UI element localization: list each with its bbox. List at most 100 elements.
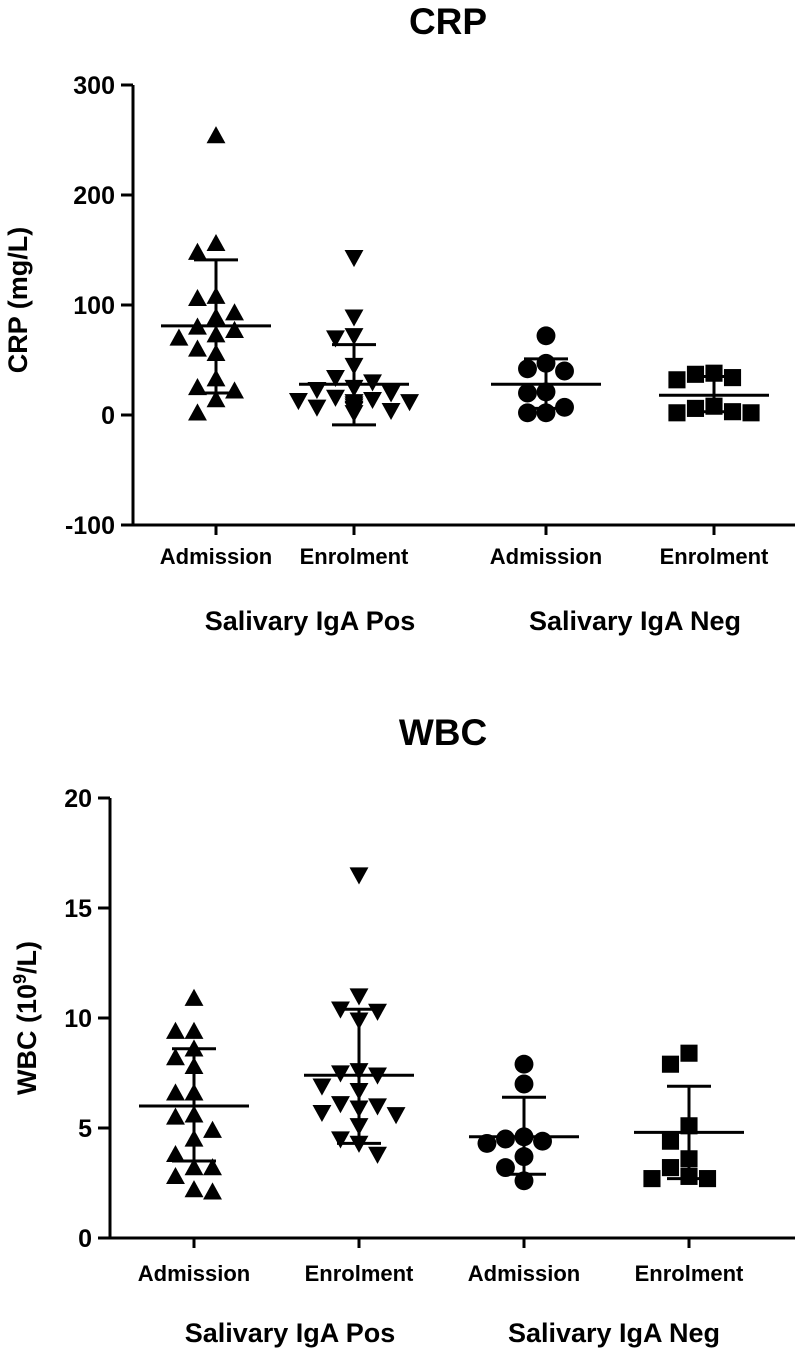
wbc-y-tick-label: 0 bbox=[78, 1225, 92, 1253]
crp-data-point bbox=[518, 383, 537, 403]
crp-data-point bbox=[169, 328, 189, 346]
wbc-x-category-label: Enrolment bbox=[305, 1261, 414, 1286]
crp-data-point bbox=[555, 361, 574, 381]
wbc-y-tick-label: 10 bbox=[64, 1005, 92, 1033]
crp-data-point bbox=[188, 378, 207, 396]
wbc-data-point bbox=[514, 1074, 534, 1094]
wbc-data-point bbox=[368, 1146, 387, 1164]
wbc-x-category-label: Enrolment bbox=[635, 1261, 744, 1286]
wbc-data-point bbox=[166, 1107, 185, 1125]
crp-y-tick-label: -100 bbox=[65, 512, 115, 540]
crp-data-point bbox=[188, 242, 207, 260]
wbc-data-point bbox=[514, 1171, 534, 1191]
wbc-data-point bbox=[312, 1078, 332, 1096]
crp-data-point bbox=[326, 330, 345, 348]
wbc-data-point bbox=[331, 1131, 350, 1149]
crp-y-tick-label: 0 bbox=[101, 402, 115, 430]
wbc-data-point bbox=[661, 1132, 680, 1150]
crp-data-point bbox=[518, 359, 537, 379]
crp-data-point bbox=[307, 382, 327, 400]
wbc-data-point bbox=[661, 1055, 680, 1073]
wbc-data-point bbox=[661, 1159, 680, 1177]
wbc-data-point bbox=[203, 1158, 222, 1176]
wbc-y-axis-label-unit: /L) bbox=[12, 941, 42, 974]
wbc-data-point bbox=[166, 1166, 185, 1185]
wbc-group-label-neg: Salivary IgA Neg bbox=[508, 1318, 720, 1348]
crp-series-4 bbox=[659, 364, 769, 422]
wbc-data-point bbox=[496, 1129, 515, 1149]
wbc-y-axis-label-main: WBC (10 bbox=[12, 984, 42, 1095]
crp-data-point bbox=[686, 365, 705, 383]
crp-group-label-neg: Salivary IgA Neg bbox=[529, 606, 741, 636]
crp-data-point bbox=[307, 399, 327, 417]
crp-data-point bbox=[536, 326, 556, 346]
crp-data-point bbox=[686, 399, 705, 417]
crp-y-tick-label: 100 bbox=[73, 292, 115, 320]
crp-x-category-label: Enrolment bbox=[660, 544, 769, 569]
wbc-data-point bbox=[533, 1131, 552, 1151]
wbc-data-point bbox=[184, 1180, 204, 1198]
crp-data-point bbox=[742, 404, 760, 422]
wbc-data-point bbox=[184, 988, 204, 1006]
crp-y-axis-label: CRP (mg/L) bbox=[3, 227, 33, 374]
crp-data-point bbox=[225, 381, 244, 399]
crp-y-tick-label: 300 bbox=[73, 72, 115, 100]
crp-data-point bbox=[668, 404, 686, 422]
crp-data-point bbox=[381, 402, 401, 421]
crp-data-point bbox=[206, 390, 226, 408]
wbc-y-axis-label: WBC (109/L) bbox=[10, 941, 42, 1095]
wbc-y-tick-label: 15 bbox=[64, 895, 92, 923]
crp-y-tick-label: 200 bbox=[73, 182, 115, 210]
wbc-x-category-label: Admission bbox=[138, 1261, 250, 1286]
wbc-data-point bbox=[514, 1054, 534, 1074]
crp-series-1 bbox=[161, 126, 271, 421]
crp-data-point bbox=[188, 288, 207, 307]
crp-data-point bbox=[326, 369, 345, 388]
wbc-data-point bbox=[477, 1133, 497, 1153]
wbc-data-point bbox=[368, 1098, 387, 1116]
crp-data-point bbox=[668, 371, 686, 389]
crp-x-category-label: Enrolment bbox=[300, 544, 409, 569]
wbc-data-point bbox=[166, 1048, 185, 1066]
crp-data-point bbox=[188, 403, 207, 421]
wbc-series-2 bbox=[304, 867, 414, 1164]
crp-x-category-label: Admission bbox=[160, 544, 272, 569]
wbc-data-point bbox=[349, 988, 369, 1006]
crp-data-point bbox=[344, 328, 364, 346]
wbc-series-1 bbox=[139, 988, 249, 1200]
wbc-data-point bbox=[643, 1170, 661, 1188]
wbc-data-point bbox=[349, 867, 369, 885]
wbc-data-point bbox=[680, 1044, 698, 1062]
crp-series-3 bbox=[491, 326, 601, 423]
wbc-y-tick-label: 5 bbox=[78, 1115, 92, 1143]
crp-data-point bbox=[344, 309, 364, 327]
wbc-series-3 bbox=[469, 1054, 579, 1191]
wbc-data-point bbox=[386, 1107, 406, 1125]
wbc-chart-title: WBC bbox=[399, 712, 487, 753]
wbc-panel: WBC WBC (109/L) Salivary IgA Pos Salivar… bbox=[10, 712, 795, 1348]
crp-data-point bbox=[206, 126, 226, 144]
wbc-series-4 bbox=[634, 1044, 744, 1188]
crp-data-point bbox=[381, 385, 401, 403]
wbc-x-category-label: Admission bbox=[468, 1261, 580, 1286]
wbc-data-point bbox=[203, 1120, 222, 1138]
crp-series-2 bbox=[288, 250, 420, 427]
wbc-data-point bbox=[203, 1182, 222, 1200]
wbc-data-point bbox=[312, 1104, 332, 1123]
wbc-data-point bbox=[184, 1021, 204, 1039]
crp-x-category-label: Admission bbox=[490, 544, 602, 569]
wbc-data-point bbox=[331, 1096, 350, 1114]
wbc-data-point bbox=[368, 1003, 387, 1021]
wbc-data-point bbox=[166, 1083, 185, 1101]
crp-data-point bbox=[344, 250, 364, 268]
crp-data-point bbox=[206, 233, 226, 252]
wbc-data-point bbox=[184, 1158, 204, 1176]
wbc-y-axis-label-superscript: 9 bbox=[10, 974, 30, 984]
wbc-data-point bbox=[166, 1144, 185, 1163]
crp-data-point bbox=[288, 393, 308, 411]
crp-data-point bbox=[225, 303, 244, 321]
crp-data-point bbox=[225, 320, 244, 338]
wbc-group-label-pos: Salivary IgA Pos bbox=[185, 1318, 396, 1348]
crp-data-point bbox=[518, 403, 537, 423]
